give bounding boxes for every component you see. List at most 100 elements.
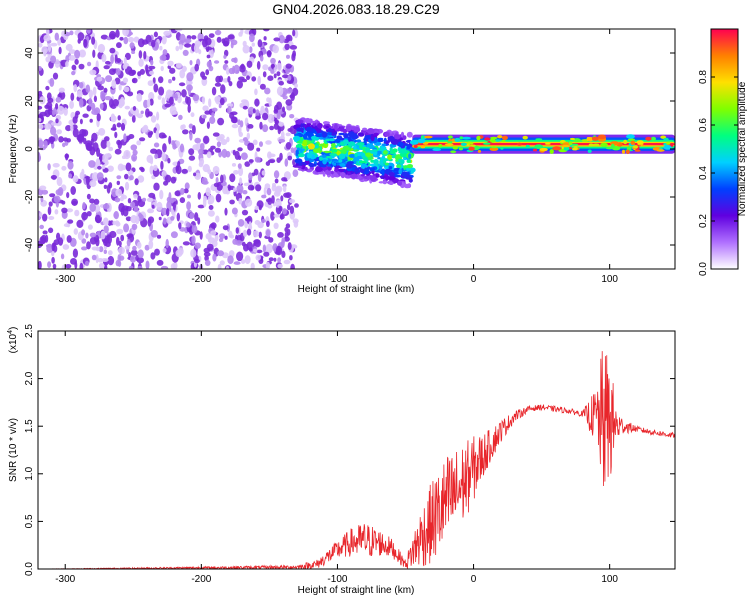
spectrogram-cell — [378, 181, 384, 184]
spectrogram-cell — [254, 220, 261, 225]
spectrogram-cell — [292, 29, 296, 37]
spectrogram-cell — [325, 125, 329, 129]
spectrogram-cell — [338, 159, 343, 163]
spectrogram-cell — [365, 152, 372, 158]
spectrogram-cell — [241, 78, 248, 83]
spectrogram-cell — [283, 259, 291, 265]
spectrogram-cell — [188, 123, 194, 129]
spectrogram-cell — [247, 124, 254, 129]
spectrogram-cell — [285, 63, 292, 69]
spectrogram-cell — [219, 260, 225, 266]
spectrogram-cell — [96, 247, 100, 252]
spectrogram-cell — [78, 82, 84, 89]
spectrogram-cell — [573, 138, 581, 143]
spectrogram-cell — [232, 238, 238, 245]
spectrogram-cell — [128, 265, 134, 269]
spectrogram-cell — [270, 69, 275, 74]
snr-panel: -300 -200 -100 0 100 0.0 0.5 1.0 1.5 2.0 2.5 Heig… — [7, 324, 676, 596]
spectrogram-cell — [311, 139, 315, 144]
spectrogram-cell — [51, 242, 55, 252]
spectrogram-cell — [286, 79, 294, 85]
spectrogram-cell — [188, 148, 195, 156]
spectrogram-cell — [98, 127, 106, 136]
spectrogram-cell — [204, 37, 212, 46]
spectrogram-cell — [187, 86, 191, 96]
spectrogram-cell — [172, 76, 176, 81]
spectrogram-cell — [164, 103, 171, 108]
y-tick-label: -20 — [24, 189, 35, 204]
spectrogram-cell — [406, 144, 411, 150]
spectrogram-cell — [587, 137, 594, 142]
spectrogram-cell — [332, 162, 337, 166]
spectrogram-cell — [168, 192, 172, 202]
spectrogram-cell — [459, 136, 464, 140]
spectrogram-cell — [65, 264, 72, 269]
spectrogram-cell — [489, 138, 496, 143]
spectrogram-cell — [78, 98, 84, 108]
spectrogram-cell — [650, 136, 657, 141]
spectrogram-cell — [74, 209, 80, 217]
spectrogram-cell — [205, 46, 213, 51]
spectrogram-cell — [269, 125, 274, 131]
spectrogram-cell — [403, 183, 411, 189]
spectrogram-cell — [276, 62, 282, 71]
spectrogram-cell — [255, 254, 261, 261]
spectrogram-cell — [282, 95, 288, 100]
spectrogram-cell — [250, 262, 255, 269]
spectrogram-cell — [168, 79, 172, 84]
spectrogram-cell — [179, 33, 186, 44]
spectrogram-cell — [172, 143, 177, 150]
spectrogram-cell — [207, 210, 215, 217]
spectrogram-cell — [413, 144, 418, 149]
spectrogram-cell — [65, 153, 69, 161]
spectrogram-cell — [217, 264, 222, 269]
spectrogram-cell — [254, 205, 259, 211]
spectrogram-cell — [388, 166, 393, 170]
spectrogram-cell — [71, 70, 76, 76]
spectrogram-cell — [572, 148, 577, 151]
colorbar-tick-label: 0.4 — [698, 166, 709, 180]
spectrogram-cell — [232, 65, 235, 75]
spectrogram-cell — [71, 64, 77, 71]
spectrogram-cell — [158, 216, 162, 221]
spectrogram-cell — [109, 230, 117, 239]
spectrogram-cell — [184, 43, 192, 48]
spectrogram-cell — [315, 166, 323, 172]
spectrogram-cell — [167, 157, 171, 164]
spectrogram-cell — [535, 138, 543, 141]
spectrogram-cell — [225, 190, 230, 195]
spectrogram-cell — [43, 140, 48, 149]
spectrogram-cell — [630, 140, 636, 145]
colorbar-label: Normalized spectral amplitude — [737, 81, 748, 216]
spectrogram-cell — [201, 75, 207, 80]
spectrogram-cell — [432, 148, 442, 152]
spectrogram-cell — [74, 49, 81, 59]
spectrogram-cell — [325, 169, 332, 175]
spectrogram-cell — [388, 135, 395, 142]
spectrogram-cell — [315, 133, 323, 138]
spectrogram-cell — [270, 57, 276, 65]
spectrogram-cell — [241, 209, 249, 216]
spectrogram-cell — [220, 84, 226, 94]
spectrogram-cell — [188, 155, 196, 161]
spectrogram-cell — [104, 96, 112, 101]
spectrogram-cell — [252, 108, 256, 114]
spectrogram-cell — [186, 72, 194, 82]
spectrogram-cell — [96, 172, 104, 181]
spectrogram-cell — [52, 263, 57, 269]
spectrogram-cell — [170, 216, 175, 221]
spectrogram-cell — [39, 35, 45, 44]
spectrogram-cell — [120, 164, 127, 171]
spectrogram-cell — [206, 151, 212, 159]
spectrogram-cell — [158, 76, 164, 84]
spectrogram-cell — [285, 99, 293, 106]
spectrogram-cell — [237, 119, 241, 126]
spectrogram-cell — [145, 260, 150, 269]
spectrogram-cell — [47, 163, 51, 171]
spectrogram-cell — [261, 194, 267, 199]
spectrogram-cell — [359, 168, 365, 173]
snr-y-multiplier: (x104) — [7, 327, 19, 354]
spectrogram-cell — [100, 230, 106, 240]
snr-y-label: SNR (10 * v/v) — [8, 418, 19, 482]
spectrogram-cell — [285, 192, 292, 199]
